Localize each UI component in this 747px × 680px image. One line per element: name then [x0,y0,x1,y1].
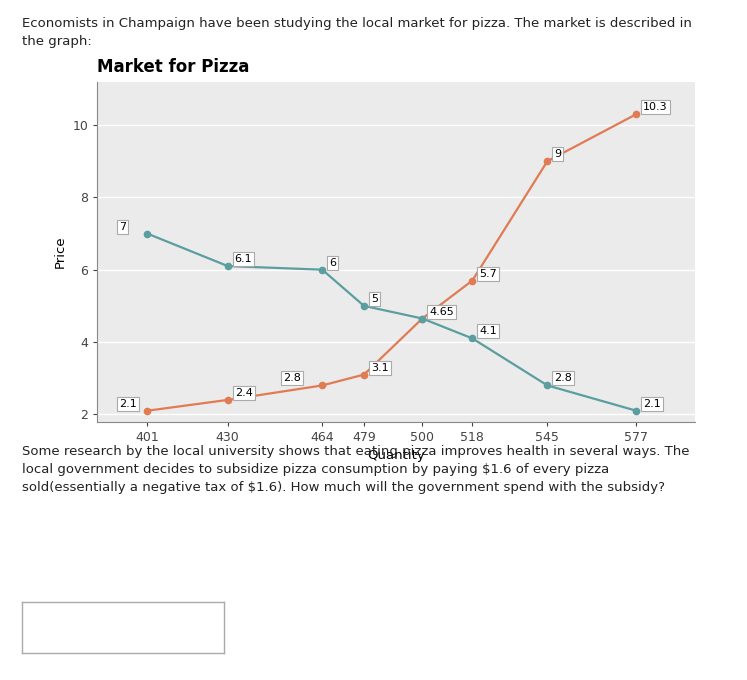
Text: 2.8: 2.8 [283,373,301,384]
Text: 6: 6 [329,258,336,268]
Text: 6.1: 6.1 [235,254,252,264]
Text: 2.4: 2.4 [235,388,252,398]
Text: 5: 5 [371,294,378,304]
Text: 2.8: 2.8 [554,373,572,384]
Text: 5.7: 5.7 [480,269,497,279]
Text: 10.3: 10.3 [643,102,668,112]
Text: Economists in Champaign have been studying the local market for pizza. The marke: Economists in Champaign have been studyi… [22,17,692,48]
Text: Market for Pizza: Market for Pizza [97,58,249,76]
Text: 7: 7 [120,222,126,232]
Text: 3.1: 3.1 [371,362,388,373]
Text: 4.1: 4.1 [480,326,497,337]
Text: Some research by the local university shows that eating pizza improves health in: Some research by the local university sh… [22,445,690,494]
Text: 2.1: 2.1 [120,398,137,409]
Y-axis label: Price: Price [54,235,66,268]
X-axis label: Quantity: Quantity [367,449,425,462]
Text: 9: 9 [554,149,562,159]
Text: 2.1: 2.1 [643,398,661,409]
Text: 4.65: 4.65 [430,307,454,317]
